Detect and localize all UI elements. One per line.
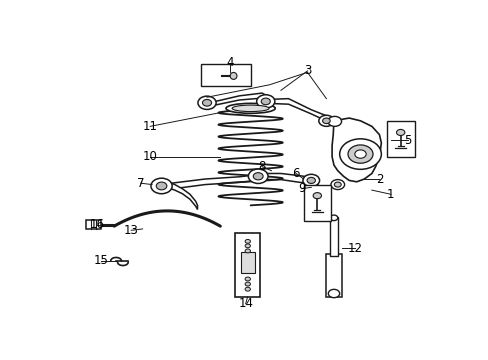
- Bar: [303, 185, 330, 221]
- Text: 5: 5: [404, 134, 411, 147]
- Circle shape: [329, 215, 337, 221]
- Bar: [325, 254, 342, 297]
- Text: 11: 11: [142, 120, 157, 133]
- Circle shape: [244, 277, 250, 281]
- Bar: [240, 252, 254, 273]
- Polygon shape: [331, 118, 381, 182]
- Circle shape: [244, 239, 250, 243]
- Circle shape: [312, 193, 321, 199]
- Text: 9: 9: [297, 182, 305, 195]
- Circle shape: [330, 180, 344, 190]
- Bar: [235, 233, 260, 297]
- Circle shape: [327, 116, 341, 126]
- Circle shape: [327, 289, 339, 298]
- Circle shape: [347, 145, 372, 163]
- Text: 13: 13: [123, 224, 139, 237]
- Circle shape: [302, 174, 319, 186]
- Circle shape: [244, 282, 250, 286]
- Circle shape: [244, 249, 250, 253]
- Circle shape: [202, 99, 211, 106]
- Circle shape: [244, 287, 250, 291]
- Ellipse shape: [232, 105, 268, 112]
- Circle shape: [212, 73, 220, 79]
- Polygon shape: [171, 174, 317, 189]
- Circle shape: [318, 115, 333, 126]
- Circle shape: [339, 139, 381, 169]
- Text: 14: 14: [238, 297, 253, 310]
- Circle shape: [261, 98, 270, 105]
- Text: 7: 7: [137, 177, 144, 190]
- Circle shape: [248, 169, 267, 184]
- Text: 6: 6: [292, 167, 299, 180]
- Text: 4: 4: [225, 56, 233, 69]
- Circle shape: [334, 182, 341, 187]
- Circle shape: [244, 244, 250, 248]
- Text: 3: 3: [303, 64, 310, 77]
- Circle shape: [306, 177, 315, 184]
- Ellipse shape: [230, 72, 237, 79]
- Text: 15: 15: [93, 254, 108, 267]
- Text: 1: 1: [386, 188, 394, 201]
- Bar: [386, 121, 415, 157]
- Ellipse shape: [225, 103, 275, 113]
- Bar: [201, 64, 250, 86]
- Circle shape: [256, 95, 274, 108]
- Circle shape: [198, 96, 216, 109]
- Text: 16: 16: [89, 218, 104, 231]
- Bar: [85, 220, 101, 229]
- Polygon shape: [215, 93, 331, 123]
- Circle shape: [354, 150, 366, 158]
- Text: 12: 12: [346, 242, 362, 255]
- Text: 10: 10: [142, 150, 157, 163]
- Circle shape: [396, 129, 404, 135]
- Text: 2: 2: [375, 172, 383, 185]
- Bar: [329, 217, 337, 256]
- Polygon shape: [171, 183, 197, 210]
- Circle shape: [151, 178, 172, 194]
- Text: 8: 8: [258, 160, 265, 173]
- Circle shape: [322, 118, 329, 123]
- Circle shape: [156, 182, 166, 190]
- Circle shape: [253, 173, 263, 180]
